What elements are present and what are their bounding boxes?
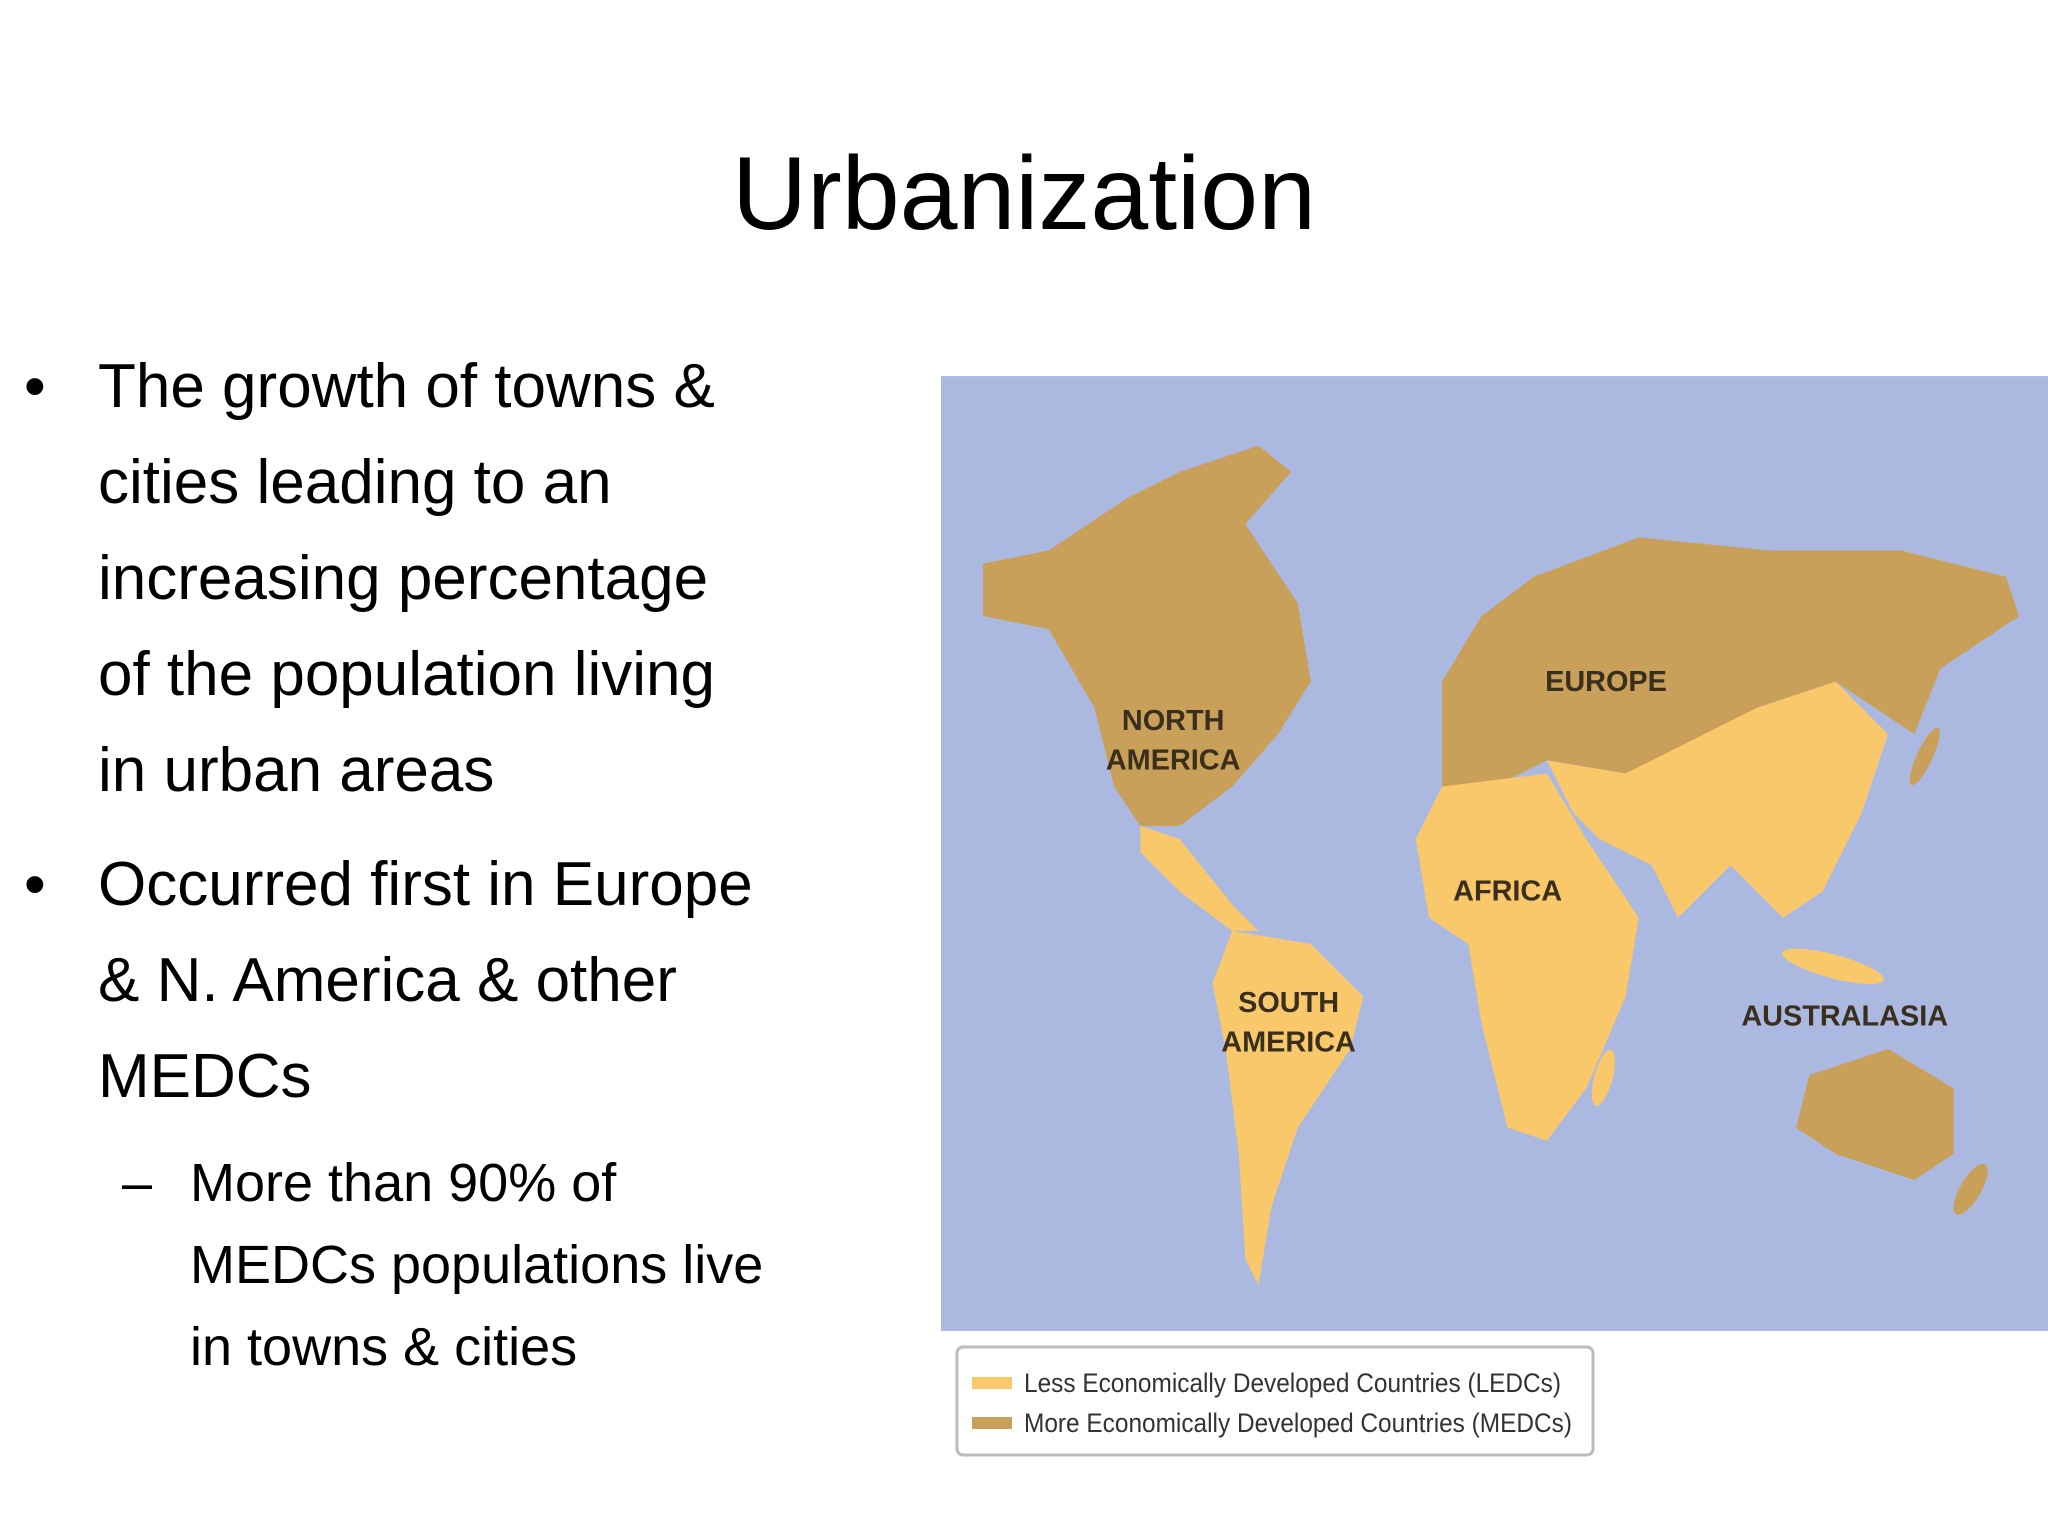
world-map: NORTH AMERICA EUROPE AFRICA SOUTH AMERIC… <box>941 376 2048 1331</box>
sub-bullet: – More than 90% of MEDCs populations liv… <box>122 1142 764 1388</box>
indonesia <box>1782 948 1884 985</box>
map-label: AFRICA <box>1453 876 1562 908</box>
sub-bullet-line: More than 90% of <box>190 1153 617 1213</box>
central-america <box>1140 825 1259 931</box>
australia <box>1796 1048 1954 1181</box>
bullet-line: Occurred first in Europe <box>98 850 753 919</box>
legend-label: More Economically Developed Countries (M… <box>1024 1408 1572 1438</box>
bullet-dot: • <box>24 850 46 919</box>
bullet-line: The growth of towns & <box>98 352 715 421</box>
map-label: AUSTRALASIA <box>1741 1000 1948 1032</box>
europe-russia <box>1442 537 2020 787</box>
japan <box>1909 727 1940 786</box>
bullet-line: MEDCs <box>98 1042 312 1111</box>
asia <box>1546 681 1888 918</box>
map-label: SOUTH <box>1238 987 1339 1019</box>
bullet-dot: • <box>24 352 46 421</box>
sub-bullet-line: in towns & cities <box>190 1317 578 1377</box>
bullet: • Occurred first in Europe & N. America … <box>24 837 753 1125</box>
legend-box <box>955 1345 1595 1457</box>
bullet-line: of the population living <box>98 640 716 709</box>
bullet-line: cities leading to an <box>98 448 612 517</box>
medc-regions <box>982 445 2020 1215</box>
legend-label: Less Economically Developed Countries (L… <box>1024 1368 1561 1398</box>
legend-swatch <box>972 1377 1012 1389</box>
map-legend: Less Economically Developed Countries (L… <box>955 1345 1595 1457</box>
map-label: AMERICA <box>1221 1027 1356 1059</box>
legend-swatch <box>972 1417 1012 1429</box>
sub-bullet-line: MEDCs populations live <box>190 1235 764 1295</box>
map-label: NORTH <box>1122 705 1225 737</box>
map-label: AMERICA <box>1106 745 1241 777</box>
new-zealand <box>1953 1163 1988 1215</box>
north-america <box>982 445 1311 826</box>
bullet-line: increasing percentage <box>98 544 709 613</box>
south-america <box>1212 930 1364 1286</box>
bullet: • The growth of towns & cities leading t… <box>24 339 716 819</box>
bullet-line: & N. America & other <box>98 946 677 1015</box>
ledc-regions <box>1140 681 1888 1286</box>
madagascar <box>1591 1049 1615 1106</box>
bullet-line: in urban areas <box>98 736 495 805</box>
africa <box>1415 773 1639 1141</box>
slide-title: Urbanization <box>732 136 1316 252</box>
map-label: EUROPE <box>1545 666 1667 698</box>
sub-bullet-dash: – <box>122 1153 153 1213</box>
